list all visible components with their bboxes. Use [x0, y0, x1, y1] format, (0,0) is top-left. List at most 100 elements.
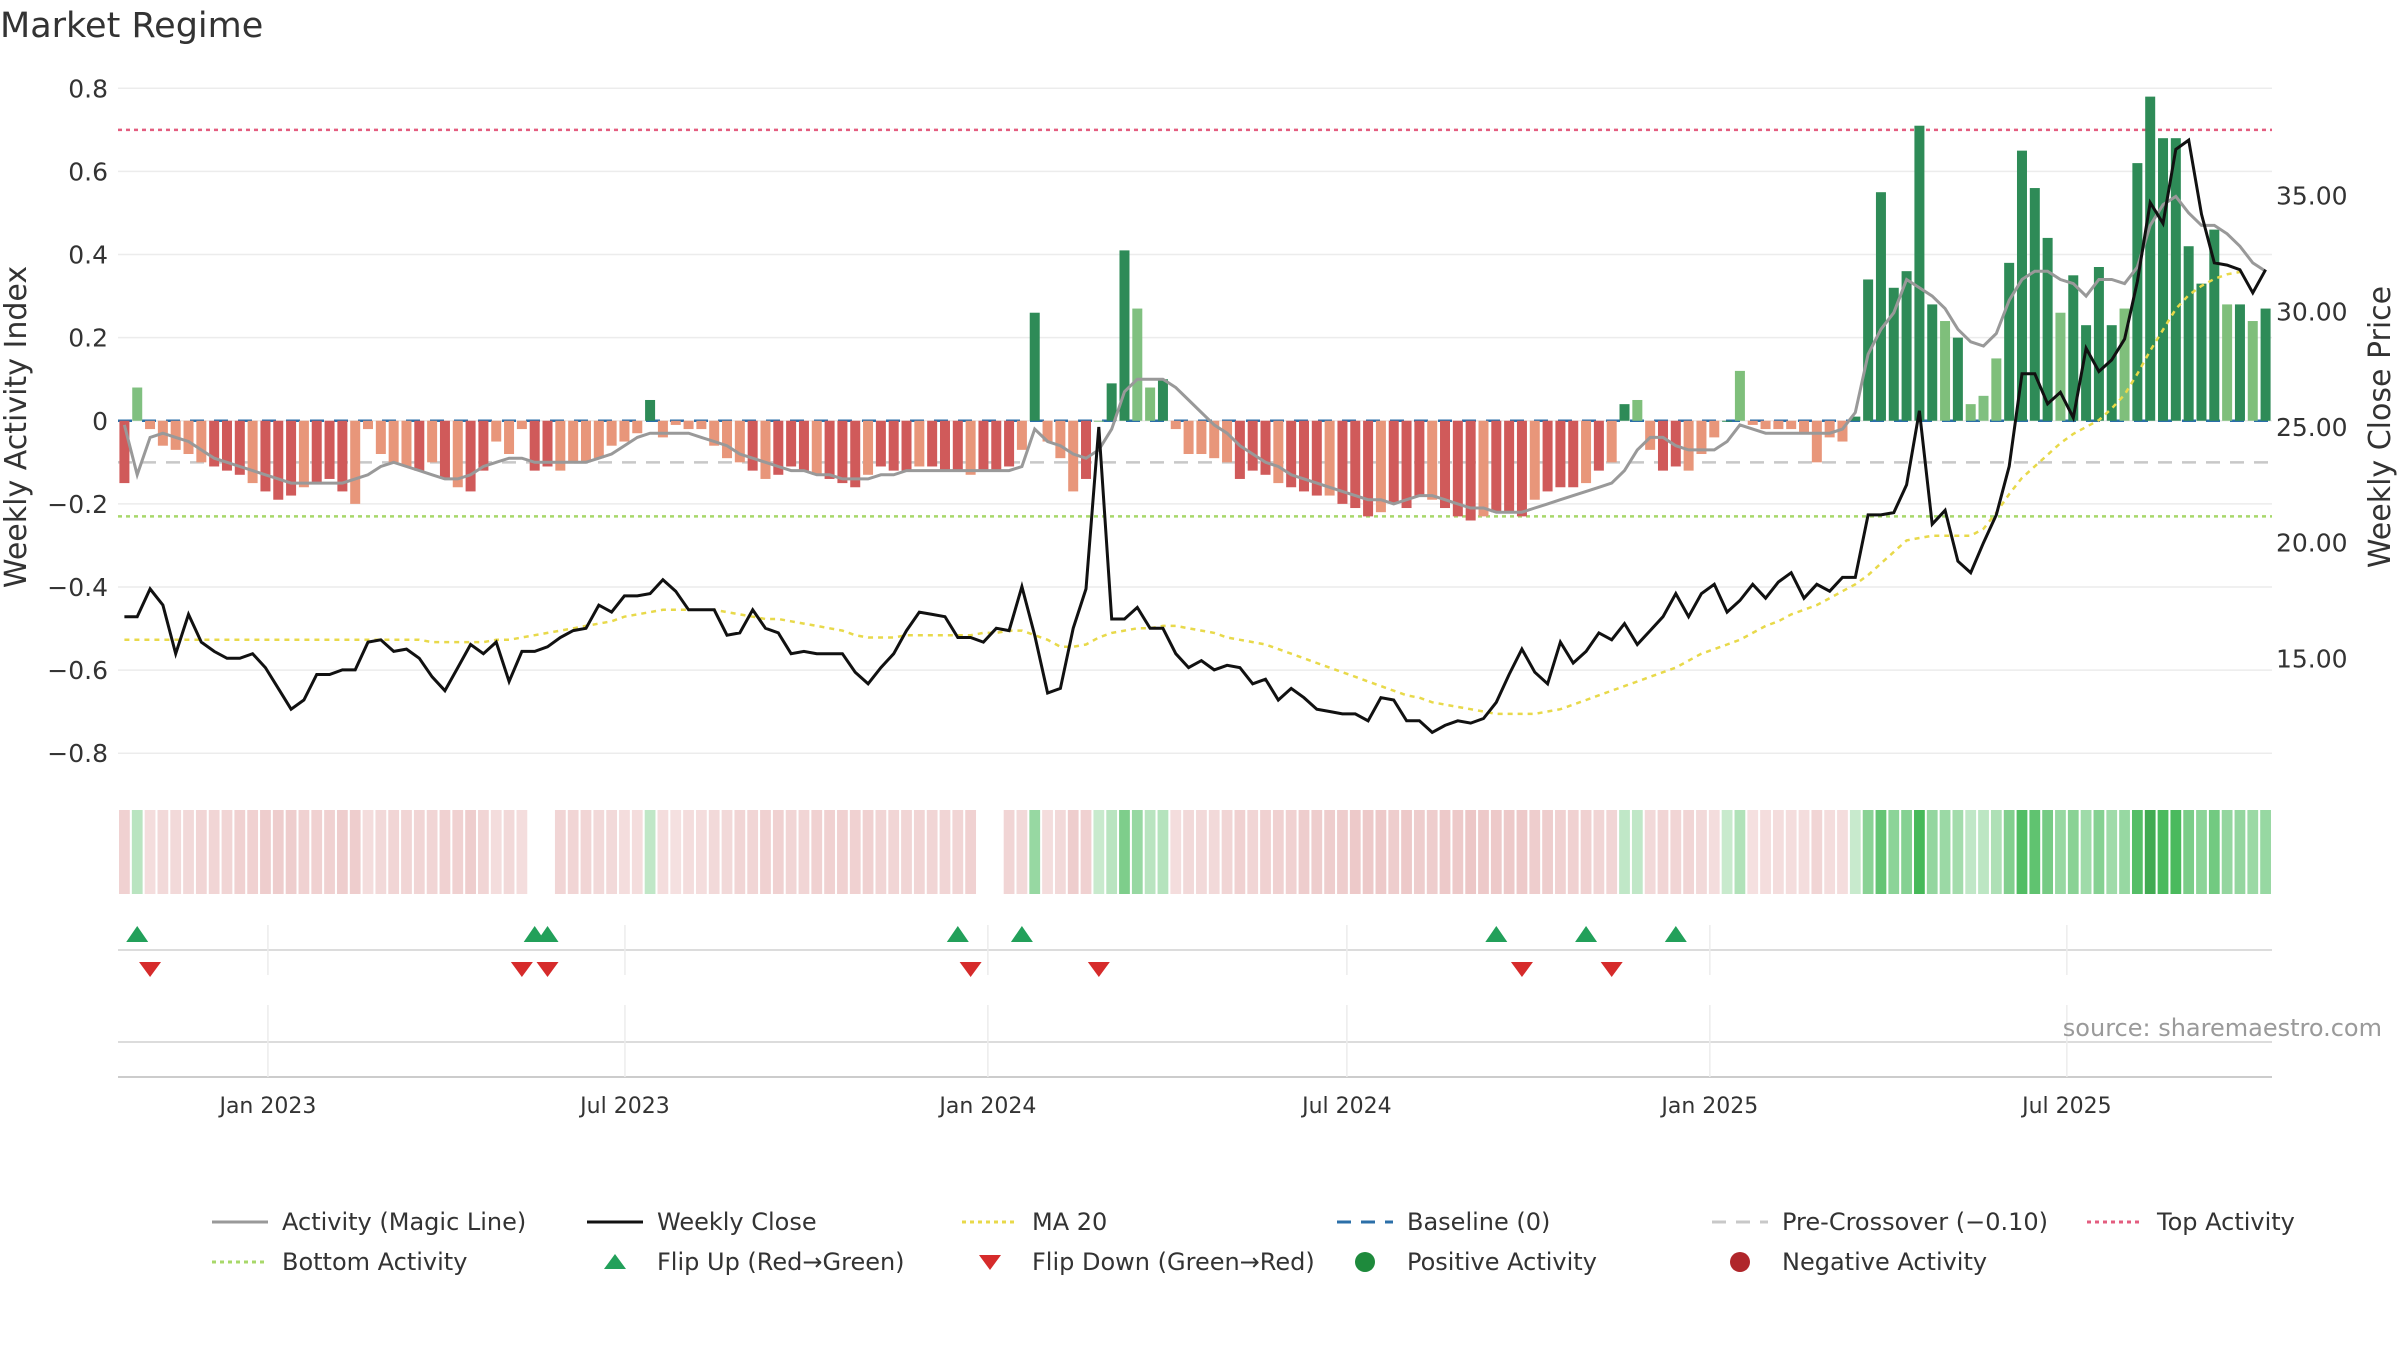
- activity-bar: [350, 420, 361, 504]
- activity-bar: [2055, 312, 2066, 421]
- activity-bar: [1786, 420, 1797, 430]
- regime-cell: [336, 810, 348, 894]
- activity-bar: [2183, 246, 2194, 421]
- activity-bar: [1773, 420, 1784, 430]
- legend-swatch: [1355, 1252, 1375, 1272]
- regime-cell: [1478, 810, 1489, 894]
- activity-bar: [1016, 420, 1027, 450]
- legend-label: Weekly Close: [657, 1208, 817, 1236]
- regime-cell: [1183, 810, 1194, 894]
- regime-cell: [2131, 810, 2143, 894]
- regime-cell: [1234, 810, 1246, 894]
- axes: −0.8 −0.6 −0.4 −0.2 0 0.2 0.4 0.6 0.8 15.00 20.00 2…: [0, 74, 2398, 768]
- regime-cell: [1926, 810, 1938, 894]
- regime-cell: [785, 810, 797, 894]
- activity-bar: [260, 420, 271, 492]
- activity-bar: [593, 420, 604, 459]
- regime-cell: [1388, 810, 1400, 894]
- regime-cell: [1837, 810, 1848, 894]
- regime-cell: [721, 810, 733, 894]
- activity-bar: [1696, 420, 1707, 455]
- regime-cell: [1067, 810, 1079, 894]
- regime-cell: [1696, 810, 1707, 894]
- activity-bar: [1593, 420, 1604, 471]
- activity-bar: [1914, 125, 1925, 421]
- regime-cell: [1131, 810, 1143, 894]
- regime-cell: [1452, 810, 1464, 894]
- regime-cell: [1555, 810, 1566, 894]
- activity-bar: [1055, 420, 1066, 459]
- activity-bar: [1183, 420, 1194, 455]
- activity-bar: [1568, 420, 1579, 488]
- regime-cell: [760, 810, 771, 894]
- regime-cell: [965, 810, 977, 894]
- regime-cell: [1619, 810, 1630, 894]
- legend-item: Bottom Activity: [210, 1246, 585, 1278]
- x-tick-label: Jul 2025: [2020, 1094, 2112, 1119]
- flip-down-marker: [1600, 962, 1623, 977]
- x-tick-label: Jan 2023: [217, 1094, 316, 1119]
- flip-down-marker: [536, 962, 559, 977]
- activity-bar: [1760, 420, 1771, 430]
- regime-cell: [131, 810, 143, 894]
- regime-cell: [478, 810, 489, 894]
- flip-down-marker: [1087, 962, 1110, 977]
- activity-bar: [1311, 420, 1322, 496]
- regime-cell: [362, 810, 374, 894]
- y-right-tick-label: 25.00: [2276, 413, 2348, 442]
- activity-bar: [1965, 404, 1976, 421]
- activity-bar: [1927, 304, 1938, 421]
- activity-bar: [1247, 420, 1258, 471]
- activity-bar: [542, 420, 553, 467]
- y-left-tick-label: −0.8: [47, 739, 108, 768]
- regime-cell: [811, 810, 823, 894]
- activity-bar: [2042, 237, 2053, 421]
- regime-cell: [2093, 810, 2105, 894]
- regime-cell: [375, 810, 387, 894]
- activity-bar: [196, 420, 207, 463]
- activity-bar: [1734, 370, 1745, 421]
- regime-cell: [2029, 810, 2041, 894]
- regime-cell: [1875, 810, 1887, 894]
- activity-bar: [555, 420, 566, 471]
- regime-cell: [401, 810, 412, 894]
- legend-item: Flip Up (Red→Green): [585, 1246, 960, 1278]
- regime-cell: [1798, 810, 1810, 894]
- regime-cell: [2055, 810, 2066, 894]
- activity-bar: [734, 420, 745, 463]
- y-left-tick-label: 0.2: [68, 324, 108, 353]
- flip-up-marker: [1664, 926, 1687, 942]
- regime-cell: [272, 810, 284, 894]
- activity-bar: [337, 420, 348, 492]
- regime-cell: [1529, 810, 1541, 894]
- regime-cell: [1362, 810, 1374, 894]
- regime-cell: [2234, 810, 2246, 894]
- regime-cell: [567, 810, 579, 894]
- activity-bar: [1414, 420, 1425, 496]
- regime-cell: [2183, 810, 2195, 894]
- activity-bar: [2004, 262, 2015, 421]
- activity-bar: [465, 420, 476, 492]
- regime-cell: [1721, 810, 1733, 894]
- activity-bar: [760, 420, 771, 479]
- activity-bar: [1837, 420, 1848, 442]
- activity-bar: [1657, 420, 1668, 471]
- legend-item: Baseline (0): [1335, 1206, 1710, 1238]
- regime-cell: [939, 810, 951, 894]
- activity-bar: [2068, 275, 2079, 421]
- activity-bar: [1875, 192, 1886, 421]
- activity-bar: [837, 420, 848, 484]
- activity-bar: [2093, 267, 2104, 421]
- regime-cell: [1542, 810, 1553, 894]
- activity-bar: [234, 420, 245, 475]
- regime-cell: [439, 810, 451, 894]
- regime-cell: [452, 810, 464, 894]
- regime-cell: [1734, 810, 1746, 894]
- regime-cell: [311, 810, 323, 894]
- activity-bar: [2196, 283, 2207, 421]
- regime-cell: [1760, 810, 1771, 894]
- activity-bar: [2016, 150, 2027, 421]
- activity-bar: [952, 420, 963, 471]
- activity-bar: [1440, 420, 1451, 509]
- regime-cell: [631, 810, 643, 894]
